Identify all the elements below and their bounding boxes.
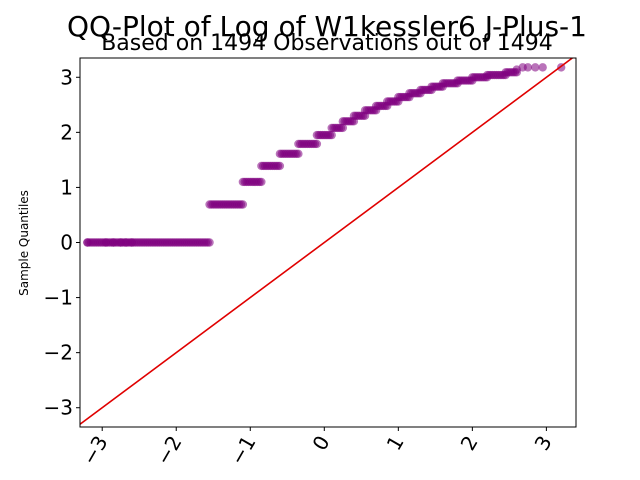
data-point xyxy=(531,63,540,72)
y-tick-label: 1 xyxy=(60,175,73,199)
data-point xyxy=(275,161,285,171)
data-point xyxy=(83,238,92,247)
y-tick-label: 2 xyxy=(60,120,73,144)
data-point xyxy=(101,238,111,247)
chart-subtitle: Based on 1494 Observations out of 1494 xyxy=(101,31,553,56)
data-points xyxy=(83,63,566,247)
data-point xyxy=(238,200,248,209)
data-point xyxy=(205,238,214,247)
x-tick-label: 2 xyxy=(456,432,483,455)
x-tick-label: −3 xyxy=(77,432,113,470)
x-tick-label: −1 xyxy=(225,432,261,470)
data-point xyxy=(109,238,118,247)
x-tick-label: 1 xyxy=(382,432,409,455)
data-point xyxy=(327,130,336,140)
data-point xyxy=(538,63,547,72)
data-point xyxy=(338,123,348,133)
data-point xyxy=(523,63,533,72)
y-tick-label: −2 xyxy=(44,341,73,365)
x-tick-label: 0 xyxy=(307,432,334,455)
data-point xyxy=(127,238,137,247)
reference-line xyxy=(80,58,574,425)
data-point xyxy=(312,139,322,149)
x-tick-label: −2 xyxy=(151,432,187,470)
y-axis-label: Sample Quantiles xyxy=(17,190,31,296)
data-point xyxy=(294,149,303,159)
y-tick-label: −3 xyxy=(44,396,73,420)
x-tick-label: 3 xyxy=(530,432,557,455)
y-axis-ticks: −3 −2 −1 0 1 2 3 xyxy=(44,65,80,420)
data-point xyxy=(257,177,266,187)
data-point xyxy=(121,238,131,247)
chart-title: QQ-Plot of Log of W1kessler6 J-Plus-1 xyxy=(67,10,587,43)
y-tick-label: 3 xyxy=(60,65,73,89)
y-tick-label: 0 xyxy=(60,231,73,255)
y-tick-label: −1 xyxy=(44,286,73,310)
x-axis-ticks: −3 −2 −1 0 1 2 3 xyxy=(77,427,557,469)
